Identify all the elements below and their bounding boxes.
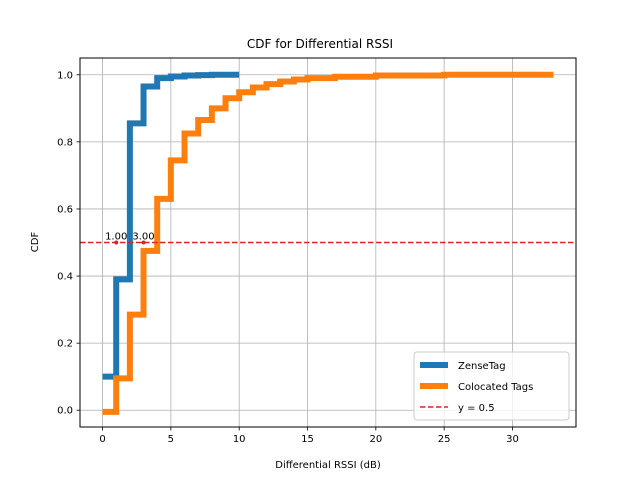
x-axis-label: Differential RSSI (dB) (275, 460, 381, 471)
legend-box (413, 351, 570, 421)
annotation-marker (141, 240, 146, 245)
y-tick-label: 0.4 (57, 272, 73, 283)
series-layer (102, 71, 554, 415)
y-tick-label: 0.8 (57, 137, 73, 148)
y-tick-label: 1.0 (57, 70, 73, 81)
annotation-label: 1.00 (105, 232, 127, 243)
x-tick-label: 0 (99, 434, 105, 445)
x-tick-label: 20 (369, 434, 382, 445)
x-tick-label: 10 (233, 434, 246, 445)
annotation-layer: 1.00 3.00 (105, 232, 155, 245)
y-tick-label: 0.6 (57, 204, 73, 215)
y-tick-label: 0.0 (57, 406, 73, 417)
chart-title: CDF for Differential RSSI (247, 37, 393, 51)
legend: ZenseTag Colocated Tags y = 0.5 (413, 351, 570, 421)
x-tick-label: 25 (438, 434, 451, 445)
legend-label: ZenseTag (458, 361, 506, 372)
series-line-1 (102, 71, 554, 415)
plot-frame (79, 57, 577, 428)
y-axis-label: CDF (30, 232, 41, 253)
legend-label: Colocated Tags (458, 382, 533, 393)
x-tick-label: 15 (301, 434, 314, 445)
annotation-marker (114, 240, 119, 245)
annotation-label: 3.00 (132, 232, 154, 243)
x-tick-label: 5 (168, 434, 174, 445)
series-line-0 (102, 71, 240, 380)
x-tick-label: 30 (506, 434, 519, 445)
ticks: 0 5 10 15 20 25 30 0.0 0.2 0.4 0.6 0.8 1.0 (57, 70, 519, 445)
y-tick-label: 0.2 (57, 339, 73, 350)
legend-label: y = 0.5 (458, 403, 495, 414)
